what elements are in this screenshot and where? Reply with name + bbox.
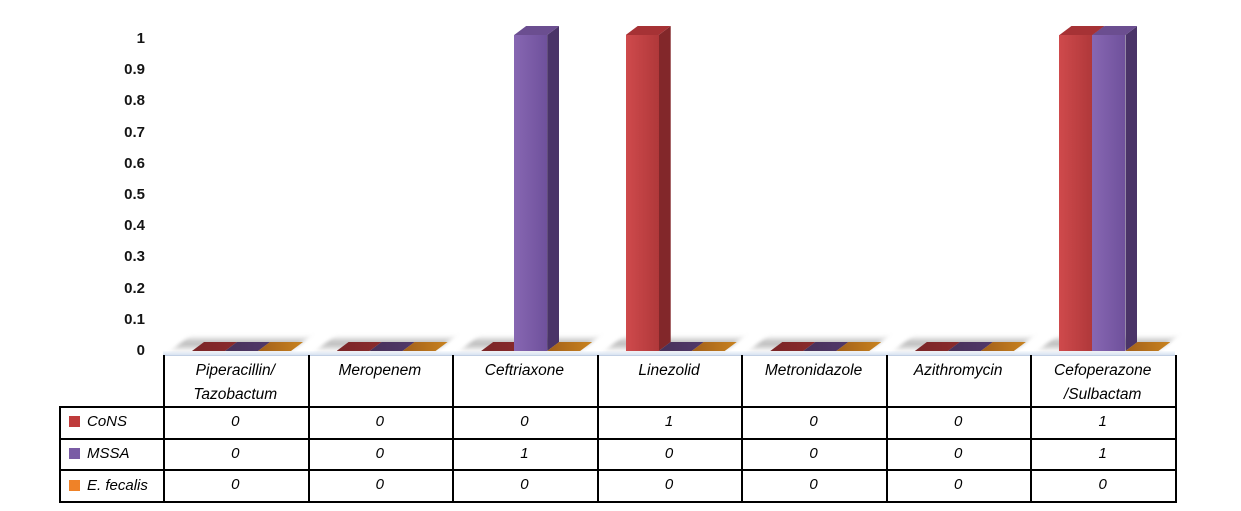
bar-e-fecalis-azithromycin-zero-slab [980,342,1026,351]
bar-cons-cefoperazone-sulbactam-top [1059,26,1105,35]
grid-line-v-header [307,355,310,406]
grid-line-v [59,406,61,503]
header-cell-meropenem: Meropenem [338,362,422,379]
bar-mssa-cefoperazone-sulbactam-side [1125,26,1137,351]
bar-e-fecalis-piperacillin-tazobactum-zero-slab [258,342,303,351]
bar-cons-cefoperazone-sulbactam-front [1059,35,1093,351]
value-cell-mssa-0: 0 [231,444,240,462]
y-tick-label-0: 0 [136,342,145,359]
bar-cons-linezolid-top [625,26,671,35]
y-tick-label-0-1: 0.1 [124,310,145,328]
bar-e-fecalis-cefoperazone-sulbactam-zero-slab [1125,342,1171,351]
bar-mssa-meropenem-zero-slab [369,342,415,351]
header-cell-linezolid: Linezolid [638,362,700,379]
value-cell-cons-0: 0 [231,413,240,430]
value-cell-mssa-5: 0 [953,444,963,462]
header-cell-cefoperazone-sulbactam: Cefoperazone /Sulbactam [1054,362,1152,403]
value-cell-mssa-2: 1 [520,444,529,462]
value-cell-e-fecalis-2: 0 [520,476,529,494]
bar-mssa-linezolid-zero-slab [658,342,704,351]
y-tick-label-0-9: 0.9 [124,61,145,79]
bar-mssa-cefoperazone-sulbactam-front [1092,35,1126,351]
value-cell-cons-2: 0 [520,413,529,430]
value-cell-e-fecalis-6: 0 [1098,476,1107,494]
legend-swatch-mssa [69,447,80,459]
bar-e-fecalis-metronidazole-zero-slab [836,342,882,351]
bar-mssa-cefoperazone-sulbactam-top [1092,26,1138,35]
grid-line-h [59,406,1177,408]
grid-line-v-header [1030,355,1033,406]
bar-cons-linezolid-front [625,35,659,351]
bar-mssa-ceftriaxone-top [514,26,560,35]
legend-swatch-e-fecalis [69,479,80,491]
bar-cons-azithromycin-zero-slab [914,342,960,351]
grid-line-v [1030,406,1033,503]
grid-line-v [885,406,888,503]
bar-mssa-metronidazole-zero-slab [803,342,849,351]
grid-line-v-header [741,355,744,406]
value-cell-e-fecalis-3: 0 [664,476,674,494]
legend-cell-cons: CoNS [61,406,163,438]
grid-line-v-header [885,355,888,406]
value-cell-cons-5: 0 [953,413,963,430]
y-tick-label-0-4: 0.4 [124,217,145,235]
legend-cell-mssa: MSSA [61,438,163,470]
grid-line-v [452,406,455,503]
grid-line-v [596,406,599,503]
value-cell-mssa-4: 0 [809,444,818,462]
value-cell-cons-1: 0 [375,413,385,430]
value-cell-e-fecalis-1: 0 [375,476,385,494]
y-tick-label-1: 1 [136,30,145,47]
grid-line-v-header [163,355,165,406]
value-cell-mssa-1: 0 [375,444,385,462]
y-tick-label-0-8: 0.8 [124,92,145,110]
header-cell-azithromycin: Azithromycin [913,362,1003,379]
legend-label-mssa: MSSA [87,444,130,462]
header-cell-ceftriaxone: Ceftriaxone [484,362,565,379]
y-tick-label-0-7: 0.7 [124,123,145,141]
grid-line-h [59,501,1177,503]
legend-label-e-fecalis: E. fecalis [87,476,148,494]
header-cell-piperacillin-tazobactum: Piperacillin/ Tazobactum [193,362,278,403]
y-tick-label-0-5: 0.5 [124,186,145,203]
grid-line-v [163,406,165,503]
bar-cons-piperacillin-tazobactum-zero-slab [192,342,237,351]
bar-e-fecalis-linezolid-zero-slab [691,342,737,351]
grid-line-v [741,406,744,503]
bar-cons-meropenem-zero-slab [336,342,382,351]
value-cell-cons-3: 1 [664,413,674,430]
grid-line-v-header [596,355,599,406]
bar-cons-metronidazole-zero-slab [770,342,816,351]
y-tick-label-0-6: 0.6 [124,154,145,172]
bar-e-fecalis-meropenem-zero-slab [402,342,448,351]
bar-e-fecalis-ceftriaxone-zero-slab [547,342,593,351]
bar-mssa-ceftriaxone-front [514,35,548,351]
y-tick-label-0-3: 0.3 [124,248,145,266]
value-cell-e-fecalis-5: 0 [953,476,963,494]
x-axis-floor [163,351,1175,356]
y-tick-label-0-2: 0.2 [124,279,145,297]
bar-mssa-piperacillin-tazobactum-zero-slab [225,342,270,351]
grid-line-h [59,469,1177,472]
value-cell-cons-6: 1 [1098,413,1107,430]
bar-mssa-ceftriaxone-side [547,26,559,351]
grid-line-v [307,406,310,503]
header-cell-metronidazole: Metronidazole [764,362,863,379]
bar-cons-linezolid-side [659,26,671,351]
grid-line-v-header [1175,355,1177,406]
value-cell-mssa-3: 0 [664,444,674,462]
grid-line-v-header [452,355,455,406]
grid-line-h [59,437,1177,440]
bar-cons-ceftriaxone-zero-slab [481,342,527,351]
legend-label-cons: CoNS [87,413,128,431]
legend-cell-e-fecalis: E. fecalis [61,469,163,501]
grid-line-v [1175,406,1177,503]
value-cell-mssa-6: 1 [1098,444,1107,462]
bar-mssa-azithromycin-zero-slab [947,342,993,351]
legend-swatch-cons [69,416,80,428]
value-cell-e-fecalis-0: 0 [231,476,240,494]
value-cell-cons-4: 0 [809,413,818,430]
value-cell-e-fecalis-4: 0 [809,476,818,494]
